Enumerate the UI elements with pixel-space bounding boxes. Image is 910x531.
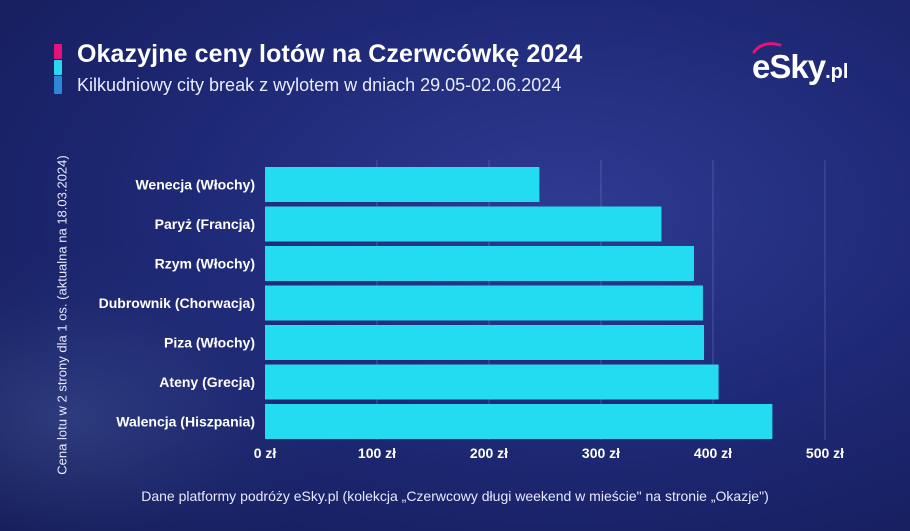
accent-bar-cyan: [54, 60, 62, 75]
logo-suffix-text: .pl: [825, 61, 849, 83]
bar: [265, 246, 694, 281]
category-label: Paryż (Francja): [155, 216, 255, 232]
chart-subtitle: Kilkudniowy city break z wylotem w dniac…: [77, 75, 562, 95]
category-labels: Wenecja (Włochy) Paryż (Francja) Rzym (Wło…: [99, 177, 255, 430]
logo-main-text: eSky: [752, 48, 826, 85]
category-label: Wenecja (Włochy): [135, 177, 255, 193]
source-footnote: Dane platformy podróży eSky.pl (kolekcja…: [141, 488, 769, 504]
bar: [265, 206, 662, 242]
tick-labels: 0 zł 100 zł 200 zł 300 zł 400 zł 500 zł: [254, 445, 844, 461]
logo-swoosh-icon: [752, 42, 782, 54]
category-label: Piza (Włochy): [164, 335, 255, 351]
x-tick-label: 100 zł: [358, 445, 396, 461]
bar: [265, 285, 703, 321]
bar-layer: [265, 167, 773, 439]
bar: [265, 167, 540, 202]
accent-bar-blue: [54, 76, 62, 94]
x-tick-label: 300 zł: [582, 445, 620, 461]
bar: [265, 404, 773, 439]
bar: [265, 325, 705, 360]
accent-bar-pink: [54, 44, 62, 59]
chart-title: Okazyjne ceny lotów na Czerwcówkę 2024: [77, 40, 583, 68]
x-tick-label: 200 zł: [470, 445, 508, 461]
x-tick-label: 0 zł: [254, 445, 277, 461]
bar: [265, 364, 719, 400]
x-tick-label: 500 zł: [806, 445, 844, 461]
x-tick-label: 400 zł: [694, 445, 732, 461]
category-label: Ateny (Grecja): [159, 374, 255, 390]
category-label: Rzym (Włochy): [155, 256, 255, 272]
esky-logo: eSky.pl: [752, 42, 849, 86]
category-label: Dubrownik (Chorwacja): [99, 295, 255, 311]
category-label: Walencja (Hiszpania): [116, 414, 255, 430]
